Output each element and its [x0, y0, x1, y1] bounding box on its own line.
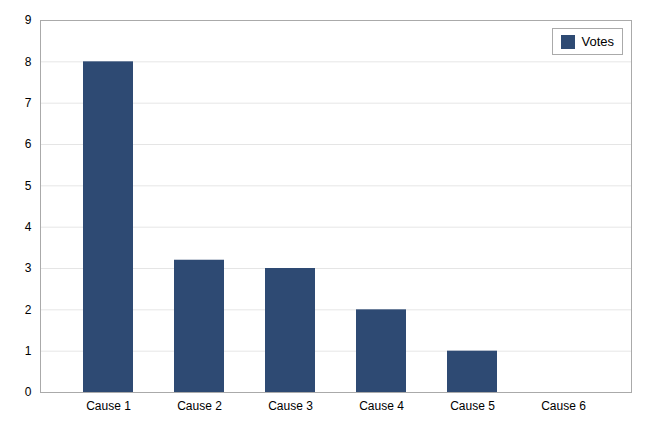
svg-text:9: 9 — [25, 13, 32, 27]
html-text:Votes: Votes — [581, 34, 614, 49]
svg-text:Cause 5: Cause 5 — [450, 399, 495, 413]
svg-text:Cause 2: Cause 2 — [177, 399, 222, 413]
svg-text:8: 8 — [25, 55, 32, 69]
svg-text:Cause 4: Cause 4 — [359, 399, 404, 413]
svg-text:4: 4 — [25, 220, 32, 234]
svg-text:2: 2 — [25, 303, 32, 317]
svg-text:7: 7 — [25, 96, 32, 110]
svg-text:3: 3 — [25, 261, 32, 275]
svg-text:Cause 1: Cause 1 — [86, 399, 131, 413]
svg-text:Cause 6: Cause 6 — [541, 399, 586, 413]
svg-text:1: 1 — [25, 344, 32, 358]
svg-text:6: 6 — [25, 137, 32, 151]
svg-text:Cause 3: Cause 3 — [268, 399, 313, 413]
svg-text:0: 0 — [25, 385, 32, 399]
svg-text:5: 5 — [25, 179, 32, 193]
